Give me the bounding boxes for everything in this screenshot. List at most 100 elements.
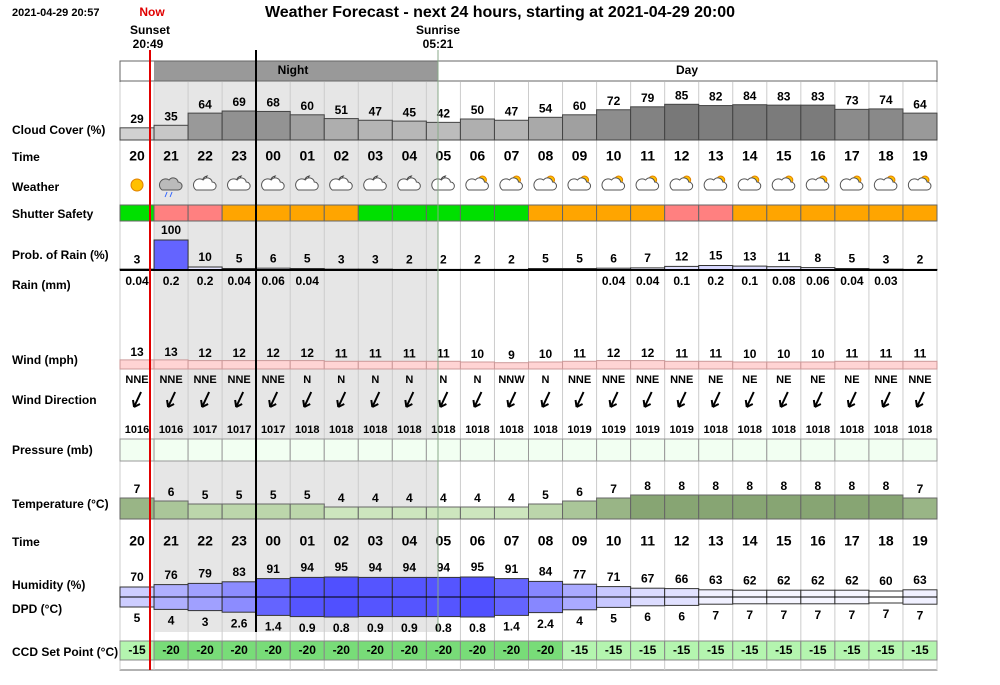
value-label: N bbox=[542, 374, 550, 386]
value-label: 50 bbox=[471, 103, 485, 117]
value-label: 54 bbox=[539, 101, 553, 115]
value-label: 1018 bbox=[431, 424, 455, 436]
value-label: 7 bbox=[134, 482, 141, 496]
value-label: 05 bbox=[436, 533, 452, 549]
cloud-icon bbox=[635, 177, 660, 191]
temperature-bar bbox=[596, 497, 632, 520]
value-label: -20 bbox=[469, 643, 487, 657]
shutter-cell bbox=[562, 204, 598, 222]
value-label: 0.04 bbox=[125, 274, 149, 288]
value-label: 1018 bbox=[908, 424, 932, 436]
wind-bar bbox=[596, 360, 632, 370]
wind-arrow bbox=[336, 391, 347, 408]
value-label: 83 bbox=[777, 89, 791, 103]
shutter-cell bbox=[596, 204, 632, 222]
cloud-bar bbox=[187, 112, 223, 141]
value-label: 08 bbox=[538, 533, 554, 549]
wind-bar bbox=[834, 360, 870, 370]
value-label: 0.04 bbox=[636, 274, 660, 288]
cloud-icon bbox=[567, 177, 592, 191]
cloud-icon bbox=[227, 177, 251, 191]
timestamp: 2021-04-29 20:57 bbox=[12, 7, 99, 19]
value-label: 12 bbox=[301, 346, 315, 360]
value-label: 91 bbox=[505, 562, 519, 576]
value-label: 83 bbox=[811, 89, 825, 103]
value-label: 0.9 bbox=[401, 621, 418, 635]
value-label: 1019 bbox=[669, 424, 693, 436]
row-label: Wind (mph) bbox=[12, 353, 78, 367]
wind-arrow bbox=[574, 391, 585, 408]
wind-bar bbox=[187, 360, 223, 370]
value-label: N bbox=[473, 374, 481, 386]
pressure-cell bbox=[562, 438, 598, 462]
shutter-cell bbox=[698, 204, 734, 222]
value-label: NE bbox=[810, 374, 825, 386]
cloud-icon bbox=[329, 177, 353, 191]
cloud-bar bbox=[425, 121, 461, 141]
temperature-bar bbox=[834, 494, 870, 520]
cloud-bar bbox=[800, 104, 836, 141]
value-label: 3 bbox=[372, 252, 379, 266]
value-label: 7 bbox=[746, 608, 753, 622]
wind-arrow bbox=[880, 391, 891, 408]
value-label: NE bbox=[708, 374, 723, 386]
value-label: 12 bbox=[198, 346, 212, 360]
value-label: 47 bbox=[369, 104, 383, 118]
value-label: 12 bbox=[232, 346, 246, 360]
value-label: 03 bbox=[368, 533, 384, 549]
wind-bar bbox=[119, 359, 155, 370]
shutter-cell bbox=[119, 204, 155, 222]
value-label: N bbox=[405, 374, 413, 386]
shutter-cell bbox=[868, 204, 904, 222]
sunrise-time: 05:21 bbox=[423, 37, 454, 51]
value-label: 10 bbox=[606, 533, 622, 549]
value-label: 4 bbox=[168, 614, 175, 628]
temperature-bar bbox=[119, 497, 155, 520]
value-label: 8 bbox=[849, 479, 856, 493]
wind-arrow bbox=[914, 391, 925, 408]
value-label: 11 bbox=[675, 346, 688, 360]
value-label: 0.04 bbox=[602, 274, 626, 288]
pressure-cell bbox=[153, 438, 189, 462]
value-label: 79 bbox=[641, 91, 655, 105]
cloud-bar bbox=[459, 118, 495, 141]
row-label: Wind Direction bbox=[12, 393, 97, 407]
value-label: 7 bbox=[780, 608, 787, 622]
cloud-bar bbox=[528, 116, 564, 141]
value-label: 8 bbox=[746, 479, 753, 493]
wind-bar bbox=[425, 360, 461, 370]
wind-arrow bbox=[812, 391, 823, 408]
value-label: 0.2 bbox=[197, 274, 214, 288]
cloud-icon bbox=[771, 177, 796, 191]
value-label: 21 bbox=[163, 148, 179, 164]
temperature-bar bbox=[357, 506, 393, 520]
value-label: 84 bbox=[539, 565, 553, 579]
value-label: 23 bbox=[231, 148, 247, 164]
value-label: -15 bbox=[571, 643, 589, 657]
value-label: 4 bbox=[576, 614, 583, 628]
value-label: 1016 bbox=[125, 424, 149, 436]
pressure-cell bbox=[425, 438, 461, 462]
value-label: 51 bbox=[335, 103, 349, 117]
value-label: 12 bbox=[675, 250, 689, 264]
temperature-bar bbox=[221, 503, 257, 520]
value-label: -20 bbox=[401, 643, 419, 657]
value-label: 8 bbox=[815, 479, 822, 493]
cloud-bar bbox=[289, 114, 325, 141]
value-label: 2 bbox=[440, 253, 447, 267]
sunset-time: 20:49 bbox=[133, 37, 164, 51]
row-label: Prob. of Rain (%) bbox=[12, 248, 109, 262]
wind-bar bbox=[357, 360, 393, 370]
shutter-cell bbox=[221, 204, 257, 222]
value-label: 5 bbox=[270, 488, 277, 502]
value-label: 12 bbox=[641, 346, 655, 360]
wind-bar bbox=[493, 362, 530, 370]
value-label: 17 bbox=[844, 533, 860, 549]
value-label: -20 bbox=[230, 643, 248, 657]
value-label: 70 bbox=[130, 570, 144, 584]
rain-prob-bar bbox=[153, 239, 189, 271]
value-label: 1019 bbox=[635, 424, 659, 436]
value-label: 4 bbox=[440, 491, 447, 505]
row-label: Pressure (mb) bbox=[12, 443, 93, 457]
